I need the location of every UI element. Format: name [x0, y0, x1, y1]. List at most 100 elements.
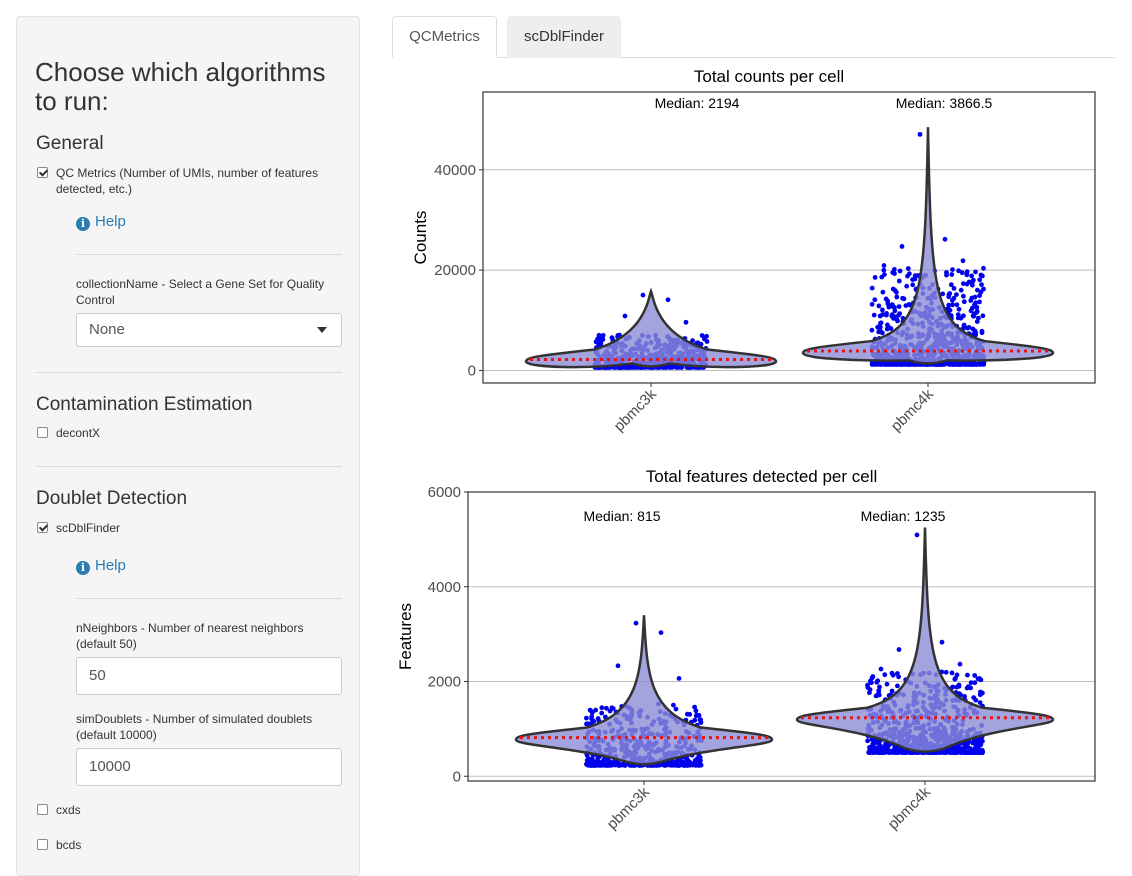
data-point [661, 761, 666, 767]
data-point [599, 762, 604, 767]
data-point [942, 361, 948, 367]
data-point [876, 303, 882, 309]
qc-metrics-checkbox[interactable] [37, 167, 48, 178]
data-point [978, 689, 983, 695]
data-point [905, 273, 910, 279]
data-point [946, 302, 952, 308]
data-point [970, 750, 976, 755]
data-point [869, 327, 875, 333]
data-point [896, 278, 902, 284]
doublet-help-link[interactable]: i Help [76, 557, 126, 575]
tab-qcmetrics[interactable]: QCMetrics [392, 16, 497, 58]
data-point [693, 708, 699, 714]
data-point [595, 716, 601, 721]
data-point [615, 663, 621, 669]
data-point [939, 639, 945, 645]
section-heading-contamination: Contamination Estimation [36, 394, 253, 415]
data-point [978, 740, 983, 745]
nneighbors-label: nNeighbors - Number of nearest neighbors… [76, 621, 304, 651]
nneighbors-input[interactable]: 50 [76, 657, 342, 695]
data-point [590, 762, 596, 768]
data-point [957, 661, 963, 667]
data-point [875, 324, 881, 330]
data-point [673, 706, 679, 712]
divider [36, 372, 342, 373]
data-point [970, 305, 975, 311]
data-point [610, 706, 616, 711]
data-point [965, 325, 970, 331]
data-point [611, 760, 616, 766]
data-point [947, 750, 953, 755]
data-point [958, 287, 964, 293]
data-point [950, 302, 955, 308]
divider [36, 466, 342, 467]
data-point [958, 749, 963, 755]
data-point [895, 318, 900, 324]
y-tick-label: 6000 [428, 484, 461, 501]
y-tick-label: 2000 [428, 674, 461, 691]
scdblfinder-checkbox[interactable] [37, 522, 48, 533]
info-icon: i [76, 217, 90, 231]
data-point [895, 683, 900, 689]
simdoublets-input[interactable]: 10000 [76, 748, 342, 786]
data-point [970, 278, 976, 284]
data-point [953, 675, 958, 681]
section-heading-general: General [36, 133, 104, 154]
y-tick-label: 40000 [434, 162, 476, 179]
data-point [970, 362, 976, 367]
data-point [917, 131, 923, 137]
data-point [948, 282, 954, 288]
data-point [874, 679, 880, 685]
data-point [696, 713, 702, 718]
general-help-link[interactable]: i Help [76, 213, 126, 231]
data-point [905, 266, 911, 271]
data-point [878, 666, 884, 672]
tab-scdblfinder[interactable]: scDblFinder [507, 16, 621, 58]
data-point [884, 312, 889, 318]
data-point [622, 763, 628, 768]
data-point [960, 258, 966, 264]
bcds-checkbox[interactable] [37, 839, 48, 850]
divider [76, 254, 342, 255]
data-point [971, 313, 977, 319]
data-point [688, 761, 694, 766]
data-point [962, 743, 968, 749]
data-point [585, 721, 591, 727]
data-point [954, 292, 959, 297]
data-point [969, 273, 974, 279]
chevron-down-icon [317, 327, 327, 333]
data-point [879, 274, 885, 280]
data-point [949, 670, 955, 676]
y-tick-label: 0 [453, 768, 461, 785]
data-point [604, 705, 609, 711]
data-point [904, 283, 910, 289]
data-point [869, 737, 875, 742]
data-point [586, 758, 592, 763]
cxds-label: cxds [56, 803, 81, 817]
help-label: Help [95, 213, 126, 230]
collection-name-select[interactable]: None [76, 313, 342, 347]
data-point [870, 748, 876, 754]
cxds-checkbox[interactable] [37, 804, 48, 815]
data-point [676, 675, 682, 681]
data-point [977, 277, 983, 283]
data-point [977, 299, 982, 305]
data-point [684, 762, 690, 768]
data-point [880, 312, 885, 317]
data-point [595, 755, 601, 761]
data-point [658, 630, 664, 636]
data-point [683, 319, 689, 325]
data-point [943, 669, 949, 675]
data-point [869, 680, 874, 686]
decontx-checkbox[interactable] [37, 427, 48, 438]
data-point [692, 717, 698, 723]
data-point [618, 365, 624, 370]
data-point [640, 292, 646, 298]
data-point [865, 738, 870, 744]
data-point [888, 749, 894, 755]
data-point [974, 319, 980, 324]
data-point [665, 297, 671, 303]
data-point [879, 749, 884, 754]
tab-bar-line [392, 57, 1115, 58]
divider [76, 598, 342, 599]
